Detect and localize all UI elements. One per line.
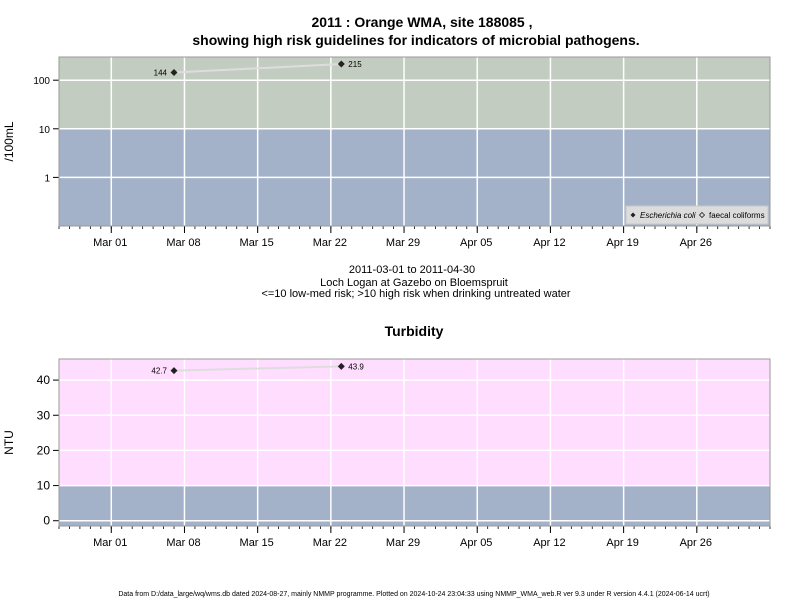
- y-tick-label: 1: [44, 173, 50, 184]
- legend-marker-filled-diamond: [630, 212, 636, 218]
- x-tick-label: Mar 08: [166, 237, 200, 249]
- x-tick-label: Mar 29: [386, 537, 420, 549]
- data-point: [337, 60, 345, 68]
- legend-marker-open-diamond: [698, 211, 706, 219]
- data-label: 144: [154, 68, 168, 77]
- date-range-label: 2011-03-01 to 2011-04-30: [349, 264, 475, 276]
- y-tick-label: 20: [37, 443, 51, 457]
- turbidity-title: Turbidity: [385, 323, 444, 339]
- y-tick-label: 0: [43, 514, 50, 528]
- x-tick-label: Apr 12: [533, 537, 565, 549]
- e-coli-plot: Mar 01 Mar 08 Mar 15 Mar 22 Mar 29 Apr 05 Apr …: [2, 56, 771, 249]
- legend-entry-label: faecal coliforms: [709, 211, 765, 220]
- x-tick-label: Apr 26: [680, 537, 712, 549]
- x-tick-label: Mar 01: [93, 537, 127, 549]
- data-point: [170, 367, 178, 375]
- x-tick-label: Mar 15: [240, 237, 274, 249]
- turbidity-plot: Mar 01 Mar 08 Mar 15 Mar 22 Mar 29 Apr 05 Apr …: [2, 358, 771, 549]
- x-tick-label: Apr 05: [460, 537, 492, 549]
- series-line: [173, 365, 342, 372]
- data-point: [337, 362, 345, 370]
- x-tick-label: Apr 19: [606, 237, 638, 249]
- y-axis-label: NTU: [2, 430, 16, 455]
- legend-box: [625, 205, 769, 225]
- chart-title-line1: 2011 : Orange WMA, site 188085 ,: [312, 14, 533, 30]
- y-tick-label: 40: [37, 373, 51, 387]
- x-tick-label: Mar 01: [93, 237, 127, 249]
- y-axis-label: /100mL: [2, 121, 16, 161]
- x-tick-label: Mar 08: [166, 537, 200, 549]
- data-label: 215: [348, 60, 362, 69]
- chart-title-line2: showing high risk guidelines for indicat…: [192, 32, 639, 48]
- y-tick-label: 10: [39, 125, 51, 136]
- series-line: [173, 63, 342, 74]
- plot-frame: [58, 56, 771, 227]
- high-risk-band: [59, 57, 770, 129]
- risk-guideline-label: <=10 low-med risk; >10 high risk when dr…: [261, 288, 570, 300]
- high-risk-band: [59, 359, 770, 486]
- x-tick-label: Apr 05: [460, 237, 492, 249]
- plot-frame: [58, 358, 771, 527]
- y-tick-label: 10: [37, 479, 51, 493]
- x-tick-label: Mar 22: [313, 237, 347, 249]
- x-tick-label: Apr 26: [680, 237, 712, 249]
- legend-entry-label: Escherichia coli: [640, 211, 696, 220]
- site-description-label: Loch Logan at Gazebo on Bloemspruit: [320, 277, 508, 289]
- y-tick-label: 100: [33, 76, 50, 87]
- x-tick-label: Mar 22: [313, 537, 347, 549]
- x-tick-label: Apr 12: [533, 237, 565, 249]
- data-point: [170, 68, 178, 76]
- low-risk-band: [59, 485, 770, 526]
- x-tick-label: Mar 29: [386, 237, 420, 249]
- y-tick-label: 30: [37, 408, 51, 422]
- x-tick-label: Mar 15: [240, 537, 274, 549]
- data-label: 43.9: [348, 362, 364, 371]
- x-tick-label: Apr 19: [606, 537, 638, 549]
- footer-note: Data from D:/data_large/wq/wms.db dated …: [118, 591, 709, 598]
- data-label: 42.7: [151, 367, 167, 376]
